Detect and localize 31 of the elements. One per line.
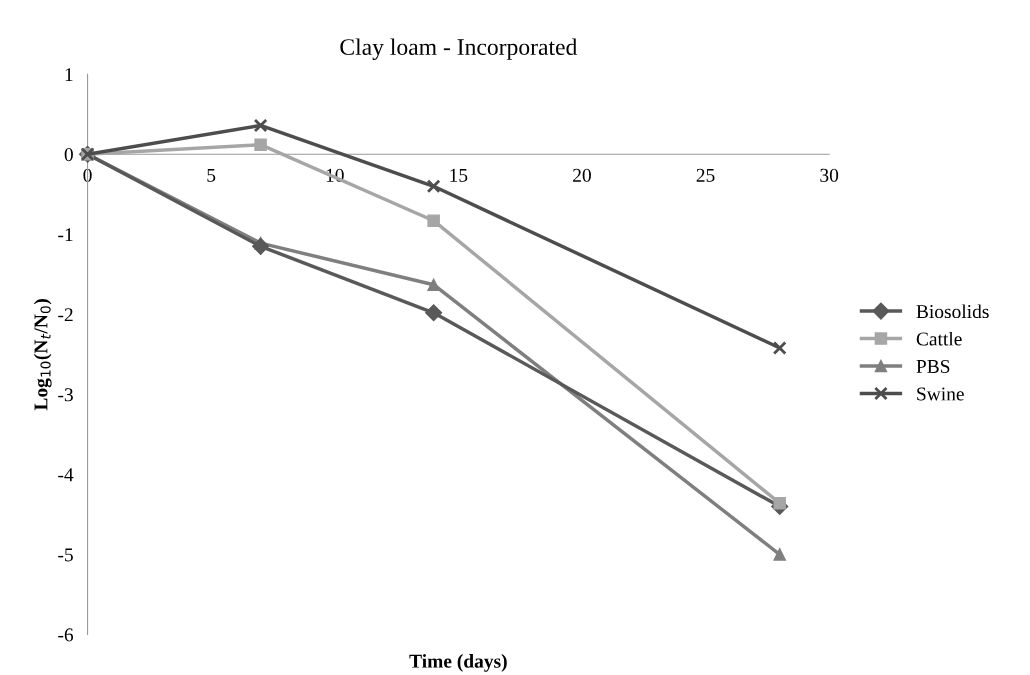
legend-label: Biosolids xyxy=(916,304,989,319)
point xyxy=(427,214,440,227)
point xyxy=(773,548,786,561)
y-tick-label: -3 xyxy=(58,388,73,402)
legend-label: Swine xyxy=(917,387,964,401)
x-tick-label: 25 xyxy=(696,168,715,182)
point xyxy=(252,237,270,255)
y-tick-label: -6 xyxy=(58,628,74,642)
y-axis-title: Log$_{10}$(N$_{t}$/N$_{0}$) xyxy=(33,299,52,411)
y-tick-label: 1 xyxy=(65,68,73,81)
y-tick-label: 0 xyxy=(64,148,73,162)
point xyxy=(254,138,267,151)
point xyxy=(427,278,440,291)
y-tick-label: -5 xyxy=(58,548,73,562)
point xyxy=(425,304,443,322)
point xyxy=(253,118,268,133)
y-tick-label: -2 xyxy=(58,308,73,322)
y-tick-label: -1 xyxy=(58,228,73,242)
legend-label: Cattle xyxy=(916,331,962,346)
x-tick-label: 15 xyxy=(450,168,468,182)
point xyxy=(426,179,441,194)
point xyxy=(773,496,786,510)
chart-title: Clay loam - Incorporated xyxy=(340,38,578,60)
point xyxy=(772,341,787,355)
x-axis-title: Time (days) xyxy=(409,654,507,672)
x-tick-label: 0 xyxy=(83,168,92,182)
x-tick-label: 30 xyxy=(820,168,839,182)
x-tick-label: 5 xyxy=(207,168,216,182)
y-tick-label: -4 xyxy=(58,468,74,482)
legend-label: PBS xyxy=(916,359,950,374)
x-tick-label: 20 xyxy=(573,168,591,182)
